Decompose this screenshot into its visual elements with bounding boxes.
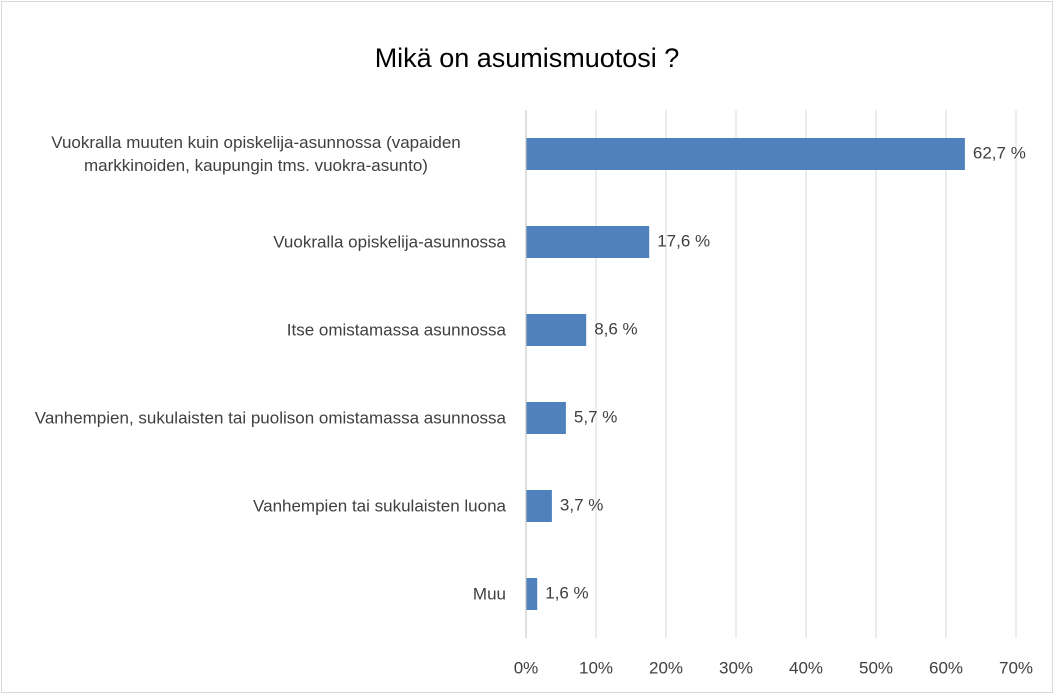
y-tick-label: Vanhempien, sukulaisten tai puolison omi… [34, 408, 506, 428]
y-tick-label: Vuokralla muuten kuin opiskelija-asunnos… [51, 133, 461, 175]
value-label: 5,7 % [574, 407, 617, 426]
chart-title: Mikä on asumismuotosi ? [375, 43, 680, 73]
value-label: 17,6 % [657, 231, 710, 250]
x-tick-label: 50% [859, 658, 893, 677]
y-tick-label: Muu [472, 584, 506, 604]
x-tick-label: 60% [929, 658, 963, 677]
y-tick-label: Vuokralla opiskelija-asunnossa [273, 232, 506, 252]
bar [526, 490, 552, 522]
value-label: 8,6 % [594, 319, 637, 338]
x-tick-label: 30% [719, 658, 753, 677]
y-tick-label: Itse omistamassa asunnossa [286, 320, 506, 340]
value-label: 3,7 % [560, 495, 603, 514]
category-label-box: Vanhempien tai sukulaisten luona [0, 495, 506, 518]
bar [526, 138, 965, 170]
bar [526, 314, 587, 346]
category-label-box: Vanhempien, sukulaisten tai puolison omi… [0, 407, 506, 430]
value-label: 1,6 % [545, 583, 588, 602]
category-label-box: Muu [0, 583, 506, 606]
category-label-box: Vuokralla opiskelija-asunnossa [0, 231, 506, 254]
category-label-box: Itse omistamassa asunnossa [0, 319, 506, 342]
bar [526, 578, 538, 610]
x-tick-label: 70% [999, 658, 1033, 677]
bar [526, 226, 650, 258]
x-tick-label: 20% [649, 658, 683, 677]
x-tick-label: 10% [579, 658, 613, 677]
value-label: 62,7 % [973, 143, 1026, 162]
x-tick-label: 40% [789, 658, 823, 677]
category-label-box: Vuokralla muuten kuin opiskelija-asunnos… [0, 131, 506, 177]
y-tick-label: Vanhempien tai sukulaisten luona [253, 496, 506, 516]
bar [526, 402, 566, 434]
x-tick-label: 0% [514, 658, 539, 677]
